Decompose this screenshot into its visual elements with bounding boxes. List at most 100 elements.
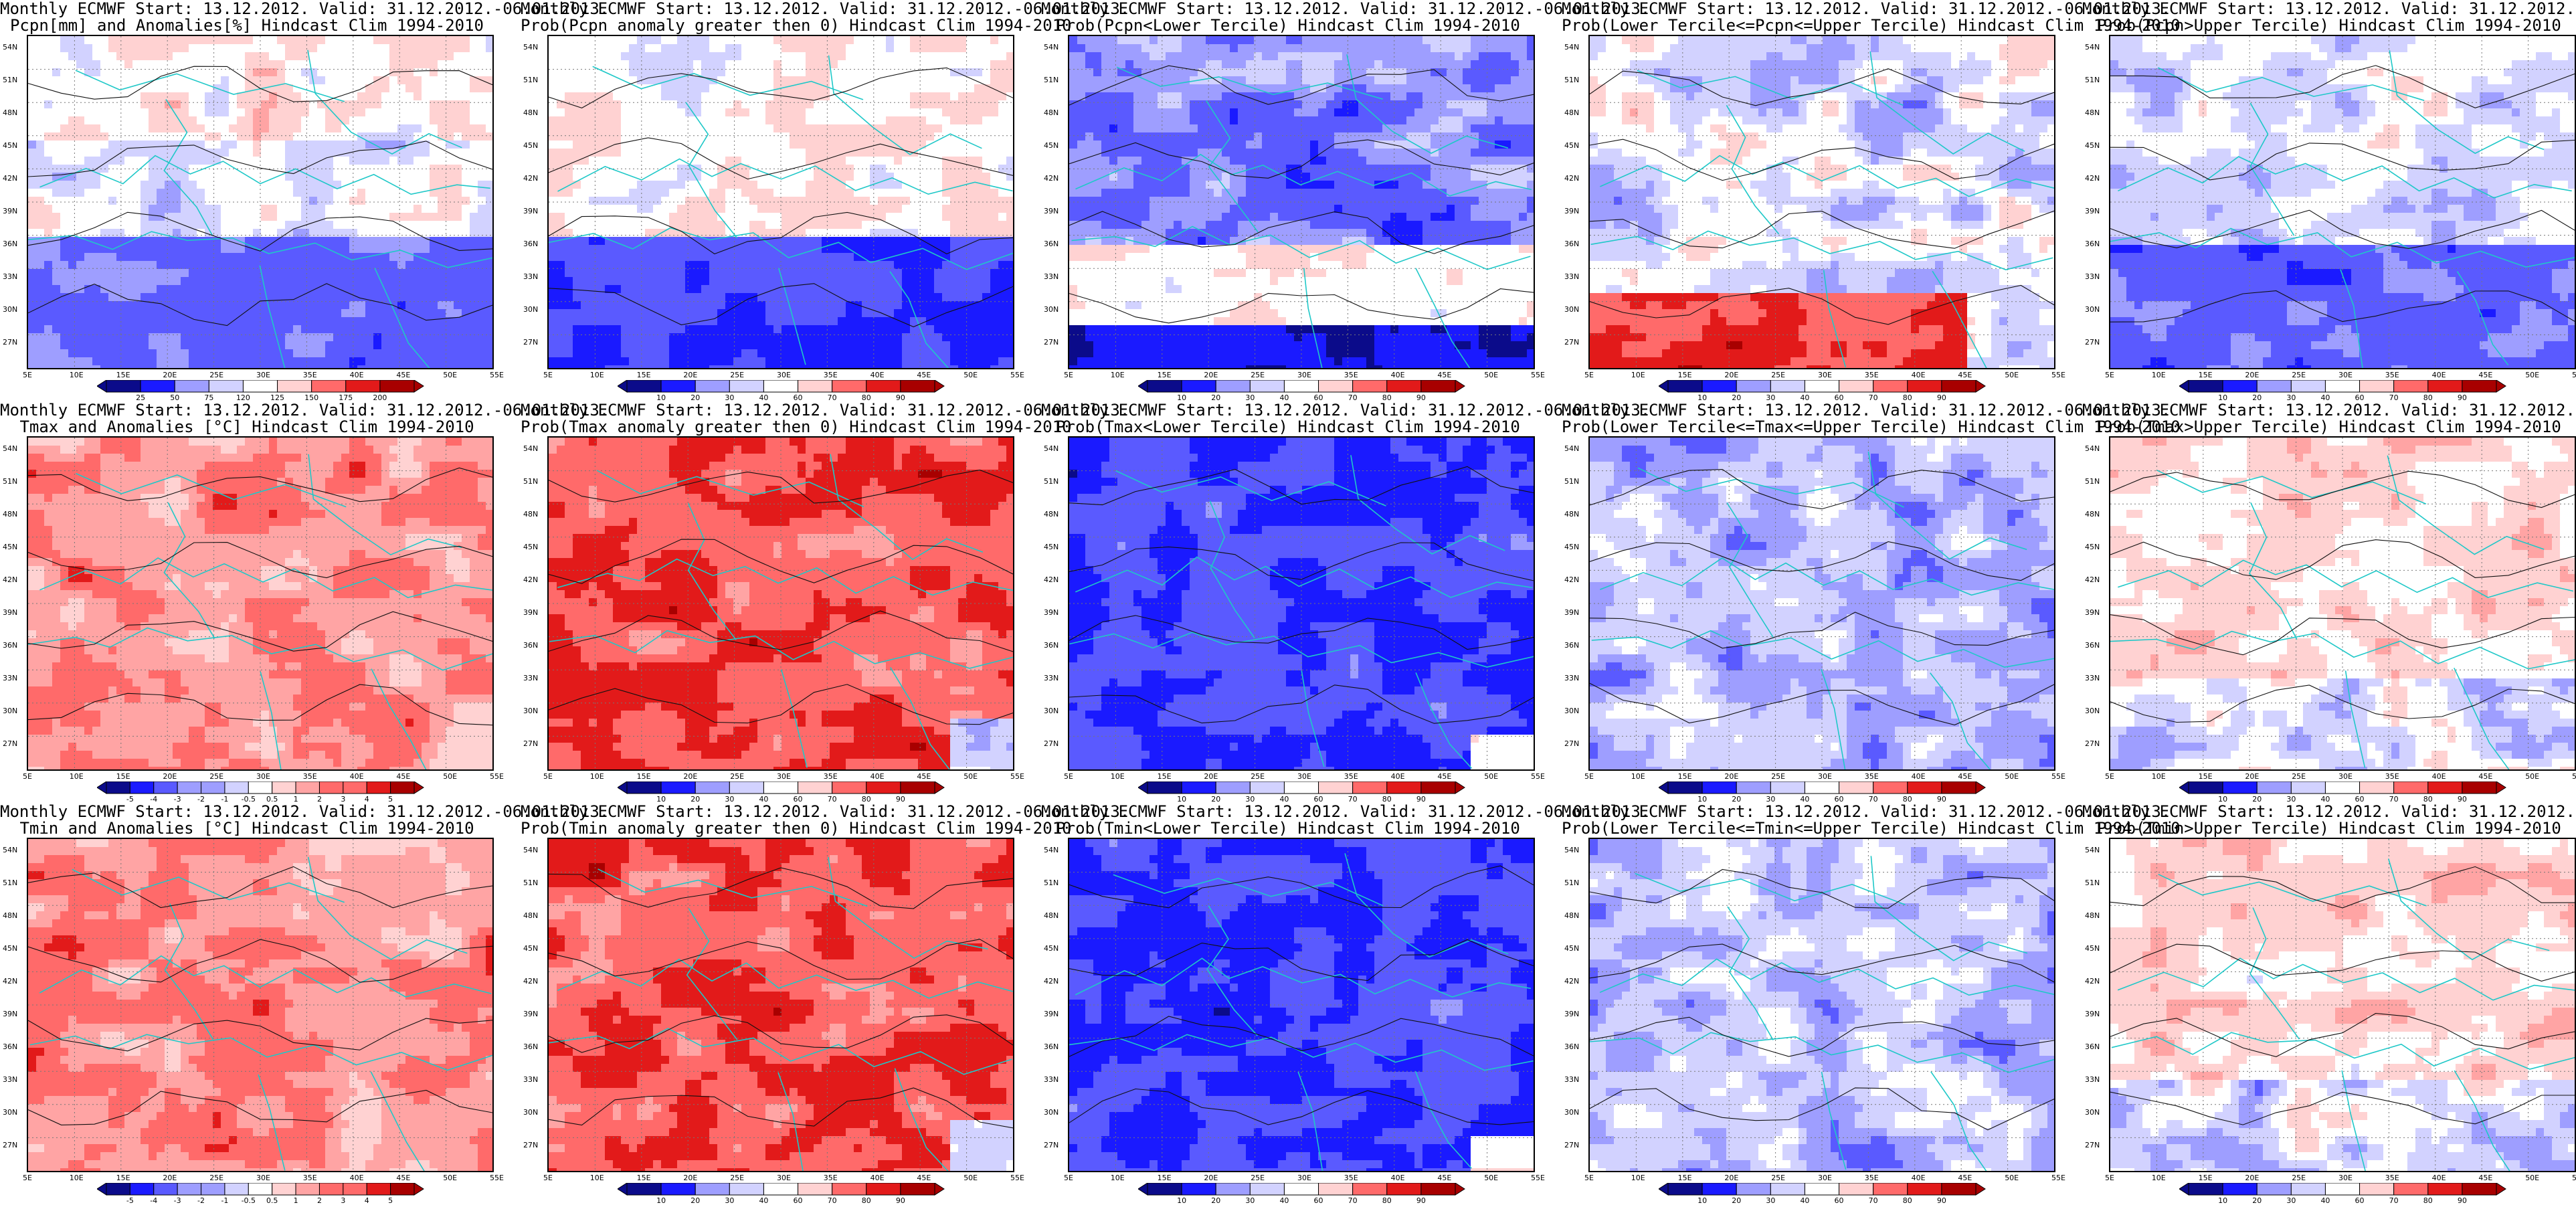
longitude-label: 20E <box>683 371 697 379</box>
longitude-label: 45E <box>1958 772 1972 781</box>
longitude-label: 25E <box>1251 371 1265 379</box>
latitude-label: 27N <box>3 739 17 748</box>
colorbar-tick: 10 <box>1177 1196 1186 1205</box>
latitude-label: 33N <box>1564 272 1579 281</box>
longitude-label: 5E <box>2105 371 2114 379</box>
longitude-label: 40E <box>2432 371 2446 379</box>
colorbar <box>618 781 945 795</box>
longitude-label: 50E <box>2525 772 2539 781</box>
latitude-label: 42N <box>3 575 17 584</box>
longitude-label: 55E <box>1531 371 1545 379</box>
map-field <box>549 839 1013 1171</box>
latitude-label: 45N <box>1564 944 1579 953</box>
longitude-label: 15E <box>1158 371 1172 379</box>
map-plot <box>1068 436 1535 771</box>
latitude-label: 27N <box>2085 338 2100 347</box>
longitude-label: 25E <box>1771 371 1785 379</box>
map-field <box>1069 36 1534 368</box>
colorbar <box>1138 380 1466 393</box>
longitude-label: 55E <box>2572 371 2576 379</box>
latitude-label: 48N <box>2085 510 2100 519</box>
map-plot <box>1588 838 2055 1172</box>
latitude-label: 30N <box>3 707 17 715</box>
longitude-label: 45E <box>1958 371 1972 379</box>
longitude-label: 15E <box>2199 1174 2213 1182</box>
longitude-label: 30E <box>256 371 270 379</box>
latitude-label: 27N <box>1044 338 1059 347</box>
latitude-label: 45N <box>2085 141 2100 150</box>
map-plot <box>547 838 1014 1172</box>
latitude-label: 33N <box>1044 1075 1059 1084</box>
map-plot <box>2109 838 2576 1172</box>
longitude-label: 55E <box>2051 772 2065 781</box>
latitude-label: 33N <box>1044 272 1059 281</box>
map-plot <box>2109 436 2576 771</box>
longitude-label: 20E <box>2245 772 2259 781</box>
colorbar-tick: -1 <box>221 1196 228 1205</box>
latitude-label: 48N <box>3 911 17 920</box>
colorbar-tick: 30 <box>2286 1196 2296 1205</box>
forecast-panel: Monthly ECMWF Start: 13.12.2012. Valid: … <box>0 0 494 401</box>
latitude-label: 30N <box>3 1108 17 1117</box>
longitude-label: 35E <box>1344 772 1358 781</box>
colorbar-tick: 5 <box>388 1196 393 1205</box>
longitude-label: 20E <box>1204 371 1218 379</box>
colorbar-tick: 80 <box>1382 1196 1392 1205</box>
latitude-label: 27N <box>1564 1141 1579 1149</box>
latitude-label: 45N <box>3 944 17 953</box>
forecast-panel: Monthly ECMWF Start: 13.12.2012. Valid: … <box>521 401 1014 803</box>
panel-title: Prob(Tmin anomaly greater then 0) Hindca… <box>521 820 1014 837</box>
longitude-label: 10E <box>590 371 604 379</box>
map-field <box>28 438 492 769</box>
latitude-label: 51N <box>523 477 538 486</box>
longitude-label: 55E <box>2572 772 2576 781</box>
panel-header: Monthly ECMWF Start: 13.12.2012. Valid: … <box>1562 401 2055 419</box>
longitude-label: 30E <box>777 371 791 379</box>
longitude-label: 5E <box>1584 371 1594 379</box>
longitude-label: 35E <box>2385 1174 2399 1182</box>
longitude-label: 20E <box>163 371 177 379</box>
panel-title: Prob(Pcpn anomaly greater then 0) Hindca… <box>521 17 1014 34</box>
panel-header: Monthly ECMWF Start: 13.12.2012. Valid: … <box>0 401 494 419</box>
colorbar-tick: 70 <box>2389 1196 2399 1205</box>
panel-title: Prob(Lower Tercile<=Tmin<=Upper Tercile)… <box>1562 820 2055 837</box>
latitude-label: 39N <box>3 207 17 215</box>
map-plot <box>1068 838 1535 1172</box>
longitude-label: 5E <box>1064 1174 1073 1182</box>
latitude-label: 51N <box>2085 878 2100 887</box>
longitude-label: 55E <box>490 1174 504 1182</box>
latitude-label: 36N <box>1564 641 1579 650</box>
colorbar <box>2179 781 2507 795</box>
longitude-label: 55E <box>490 772 504 781</box>
longitude-label: 15E <box>2199 371 2213 379</box>
panel-title: Prob(Lower Tercile<=Tmax<=Upper Tercile)… <box>1562 418 2055 436</box>
panel-title: Pcpn[mm] and Anomalies[%] Hindcast Clim … <box>0 17 494 34</box>
longitude-label: 5E <box>23 1174 32 1182</box>
panel-header: Monthly ECMWF Start: 13.12.2012. Valid: … <box>2082 803 2576 820</box>
colorbar-tick: 3 <box>341 1196 345 1205</box>
colorbar-tick: 0.5 <box>266 1196 278 1205</box>
longitude-label: 40E <box>350 1174 364 1182</box>
latitude-label: 30N <box>3 305 17 314</box>
longitude-label: 5E <box>2105 1174 2114 1182</box>
longitude-label: 35E <box>303 772 317 781</box>
longitude-label: 30E <box>2338 1174 2353 1182</box>
latitude-label: 48N <box>1044 911 1059 920</box>
map-field <box>1590 438 2054 769</box>
longitude-label: 5E <box>23 371 32 379</box>
latitude-label: 33N <box>2085 1075 2100 1084</box>
longitude-label: 10E <box>2152 1174 2166 1182</box>
latitude-label: 42N <box>523 575 538 584</box>
colorbar-tick: 70 <box>1348 1196 1358 1205</box>
longitude-label: 35E <box>2385 772 2399 781</box>
longitude-label: 55E <box>2051 371 2065 379</box>
latitude-label: 33N <box>1564 1075 1579 1084</box>
latitude-label: 27N <box>1564 739 1579 748</box>
latitude-label: 42N <box>1044 174 1059 183</box>
panel-title: Prob(Tmin<Lower Tercile) Hindcast Clim 1… <box>1041 820 1535 837</box>
forecast-panel: Monthly ECMWF Start: 13.12.2012. Valid: … <box>2082 803 2576 1204</box>
latitude-label: 39N <box>3 1010 17 1018</box>
longitude-label: 10E <box>2152 371 2166 379</box>
colorbar-tick: 10 <box>2218 1196 2227 1205</box>
panel-header: Monthly ECMWF Start: 13.12.2012. Valid: … <box>1041 803 1535 820</box>
